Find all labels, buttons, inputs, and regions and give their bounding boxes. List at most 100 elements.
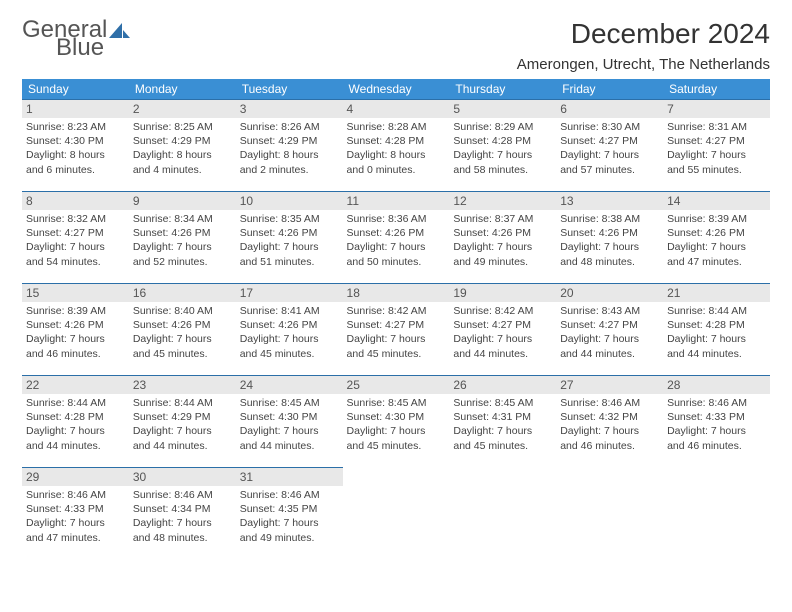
day-number: 23 xyxy=(129,376,236,394)
weekday-header: Sunday xyxy=(22,79,129,99)
day-details: Sunrise: 8:45 AMSunset: 4:31 PMDaylight:… xyxy=(453,396,552,453)
weekday-header-row: Sunday Monday Tuesday Wednesday Thursday… xyxy=(22,79,770,99)
calendar-cell: 9Sunrise: 8:34 AMSunset: 4:26 PMDaylight… xyxy=(129,191,236,283)
calendar-cell: 13Sunrise: 8:38 AMSunset: 4:26 PMDayligh… xyxy=(556,191,663,283)
calendar-cell: 17 Sunrise: 8:41 AMSunset: 4:26 PMDayligh… xyxy=(236,283,343,375)
day-number: 5 xyxy=(449,100,556,118)
logo: General Blue xyxy=(22,18,131,60)
day-number: 16 xyxy=(129,284,236,302)
day-number: 17 xyxy=(236,284,343,302)
calendar-cell: 23 Sunrise: 8:44 AMSunset: 4:29 PMDayligh… xyxy=(129,375,236,467)
calendar-cell: 11 Sunrise: 8:36 AMSunset: 4:26 PMDayligh… xyxy=(343,191,450,283)
day-details: Sunrise: 8:28 AMSunset: 4:28 PMDaylight:… xyxy=(347,120,446,177)
calendar-cell-empty xyxy=(343,467,450,559)
location: Amerongen, Utrecht, The Netherlands xyxy=(517,56,770,73)
day-details: Sunrise: 8:30 AMSunset: 4:27 PMDaylight:… xyxy=(560,120,659,177)
calendar-cell: 14Sunrise: 8:39 AMSunset: 4:26 PMDayligh… xyxy=(663,191,770,283)
day-details: Sunrise: 8:31 AMSunset: 4:27 PMDaylight:… xyxy=(667,120,766,177)
day-details: Sunrise: 8:44 AMSunset: 4:28 PMDaylight:… xyxy=(26,396,125,453)
day-details: Sunrise: 8:46 AMSunset: 4:34 PMDaylight:… xyxy=(133,488,232,545)
calendar-row: 15Sunrise: 8:39 AMSunset: 4:26 PMDayligh… xyxy=(22,283,770,375)
calendar-cell: 19 Sunrise: 8:42 AMSunset: 4:27 PMDayligh… xyxy=(449,283,556,375)
calendar-cell: 29 Sunrise: 8:46 AMSunset: 4:33 PMDayligh… xyxy=(22,467,129,559)
day-number: 18 xyxy=(343,284,450,302)
day-number: 11 xyxy=(343,192,450,210)
day-number: 19 xyxy=(449,284,556,302)
day-number: 24 xyxy=(236,376,343,394)
day-number: 12 xyxy=(449,192,556,210)
day-number: 29 xyxy=(22,468,129,486)
header: General Blue December 2024 Amerongen, Ut… xyxy=(22,18,770,73)
calendar-cell: 22 Sunrise: 8:44 AMSunset: 4:28 PMDayligh… xyxy=(22,375,129,467)
calendar-cell: 1Sunrise: 8:23 AMSunset: 4:30 PMDaylight… xyxy=(22,99,129,191)
day-number: 9 xyxy=(129,192,236,210)
day-number: 13 xyxy=(556,192,663,210)
calendar-table: Sunday Monday Tuesday Wednesday Thursday… xyxy=(22,79,770,559)
day-number: 10 xyxy=(236,192,343,210)
weekday-header: Tuesday xyxy=(236,79,343,99)
calendar-cell: 2Sunrise: 8:25 AMSunset: 4:29 PMDaylight… xyxy=(129,99,236,191)
day-details: Sunrise: 8:46 AMSunset: 4:33 PMDaylight:… xyxy=(26,488,125,545)
calendar-cell: 31Sunrise: 8:46 AMSunset: 4:35 PMDayligh… xyxy=(236,467,343,559)
calendar-row: 1Sunrise: 8:23 AMSunset: 4:30 PMDaylight… xyxy=(22,99,770,191)
calendar-cell: 28 Sunrise: 8:46 AMSunset: 4:33 PMDayligh… xyxy=(663,375,770,467)
day-details: Sunrise: 8:42 AMSunset: 4:27 PMDaylight:… xyxy=(347,304,446,361)
day-details: Sunrise: 8:45 AMSunset: 4:30 PMDaylight:… xyxy=(347,396,446,453)
logo-sail-icon xyxy=(109,21,131,39)
title-block: December 2024 Amerongen, Utrecht, The Ne… xyxy=(517,18,770,73)
day-details: Sunrise: 8:42 AMSunset: 4:27 PMDaylight:… xyxy=(453,304,552,361)
day-number: 14 xyxy=(663,192,770,210)
calendar-cell-empty xyxy=(556,467,663,559)
day-details: Sunrise: 8:46 AMSunset: 4:35 PMDaylight:… xyxy=(240,488,339,545)
day-details: Sunrise: 8:40 AMSunset: 4:26 PMDaylight:… xyxy=(133,304,232,361)
calendar-cell: 27 Sunrise: 8:46 AMSunset: 4:32 PMDayligh… xyxy=(556,375,663,467)
day-details: Sunrise: 8:46 AMSunset: 4:32 PMDaylight:… xyxy=(560,396,659,453)
calendar-cell: 8Sunrise: 8:32 AMSunset: 4:27 PMDaylight… xyxy=(22,191,129,283)
calendar-cell: 18 Sunrise: 8:42 AMSunset: 4:27 PMDayligh… xyxy=(343,283,450,375)
day-details: Sunrise: 8:37 AMSunset: 4:26 PMDaylight:… xyxy=(453,212,552,269)
calendar-cell: 25 Sunrise: 8:45 AMSunset: 4:30 PMDayligh… xyxy=(343,375,450,467)
day-details: Sunrise: 8:23 AMSunset: 4:30 PMDaylight:… xyxy=(26,120,125,177)
calendar-cell: 20 Sunrise: 8:43 AMSunset: 4:27 PMDayligh… xyxy=(556,283,663,375)
day-details: Sunrise: 8:35 AMSunset: 4:26 PMDaylight:… xyxy=(240,212,339,269)
calendar-cell: 6 Sunrise: 8:30 AMSunset: 4:27 PMDaylight… xyxy=(556,99,663,191)
calendar-cell-empty xyxy=(663,467,770,559)
weekday-header: Saturday xyxy=(663,79,770,99)
weekday-header: Thursday xyxy=(449,79,556,99)
calendar-cell: 24Sunrise: 8:45 AMSunset: 4:30 PMDayligh… xyxy=(236,375,343,467)
calendar-cell: 15Sunrise: 8:39 AMSunset: 4:26 PMDayligh… xyxy=(22,283,129,375)
day-details: Sunrise: 8:43 AMSunset: 4:27 PMDaylight:… xyxy=(560,304,659,361)
calendar-cell: 30 Sunrise: 8:46 AMSunset: 4:34 PMDayligh… xyxy=(129,467,236,559)
calendar-cell: 5 Sunrise: 8:29 AMSunset: 4:28 PMDaylight… xyxy=(449,99,556,191)
day-number: 20 xyxy=(556,284,663,302)
day-number: 27 xyxy=(556,376,663,394)
weekday-header: Monday xyxy=(129,79,236,99)
calendar-row: 8Sunrise: 8:32 AMSunset: 4:27 PMDaylight… xyxy=(22,191,770,283)
calendar-cell: 7Sunrise: 8:31 AMSunset: 4:27 PMDaylight… xyxy=(663,99,770,191)
calendar-cell-empty xyxy=(449,467,556,559)
day-number: 26 xyxy=(449,376,556,394)
calendar-cell: 10 Sunrise: 8:35 AMSunset: 4:26 PMDayligh… xyxy=(236,191,343,283)
calendar-cell: 16 Sunrise: 8:40 AMSunset: 4:26 PMDayligh… xyxy=(129,283,236,375)
day-details: Sunrise: 8:44 AMSunset: 4:28 PMDaylight:… xyxy=(667,304,766,361)
day-number: 28 xyxy=(663,376,770,394)
day-details: Sunrise: 8:36 AMSunset: 4:26 PMDaylight:… xyxy=(347,212,446,269)
day-number: 22 xyxy=(22,376,129,394)
day-details: Sunrise: 8:29 AMSunset: 4:28 PMDaylight:… xyxy=(453,120,552,177)
day-number: 6 xyxy=(556,100,663,118)
day-number: 25 xyxy=(343,376,450,394)
calendar-cell: 12 Sunrise: 8:37 AMSunset: 4:26 PMDayligh… xyxy=(449,191,556,283)
day-details: Sunrise: 8:46 AMSunset: 4:33 PMDaylight:… xyxy=(667,396,766,453)
weekday-header: Wednesday xyxy=(343,79,450,99)
day-number: 4 xyxy=(343,100,450,118)
day-details: Sunrise: 8:41 AMSunset: 4:26 PMDaylight:… xyxy=(240,304,339,361)
weekday-header: Friday xyxy=(556,79,663,99)
day-details: Sunrise: 8:44 AMSunset: 4:29 PMDaylight:… xyxy=(133,396,232,453)
day-number: 30 xyxy=(129,468,236,486)
day-details: Sunrise: 8:39 AMSunset: 4:26 PMDaylight:… xyxy=(26,304,125,361)
day-details: Sunrise: 8:32 AMSunset: 4:27 PMDaylight:… xyxy=(26,212,125,269)
day-details: Sunrise: 8:26 AMSunset: 4:29 PMDaylight:… xyxy=(240,120,339,177)
logo-text-blue: Blue xyxy=(56,36,104,60)
calendar-cell: 26 Sunrise: 8:45 AMSunset: 4:31 PMDayligh… xyxy=(449,375,556,467)
day-details: Sunrise: 8:25 AMSunset: 4:29 PMDaylight:… xyxy=(133,120,232,177)
